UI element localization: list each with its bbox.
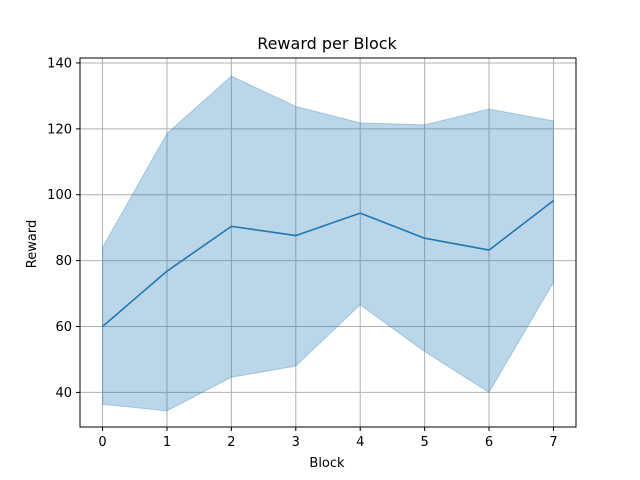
x-tick-label: 6 (485, 435, 493, 450)
y-axis-ticks: 40 60 80 100 120 140 (47, 56, 80, 401)
series-line-layer (102, 200, 554, 328)
x-tick-label: 0 (98, 435, 106, 450)
x-tick-label: 3 (292, 435, 300, 450)
y-tick-label: 80 (55, 254, 72, 269)
x-tick-label: 1 (163, 435, 171, 450)
y-tick-label: 100 (47, 188, 72, 203)
x-tick-label: 5 (420, 435, 428, 450)
plot-frame (79, 57, 577, 428)
confidence-band (102, 75, 554, 412)
y-tick-label: 120 (47, 122, 72, 137)
y-axis-label: Reward (25, 220, 40, 268)
series-line (102, 200, 554, 328)
x-tick-label: 4 (356, 435, 364, 450)
grid (80, 58, 576, 427)
y-tick-label: 40 (55, 386, 72, 401)
confidence-band-layer (102, 75, 554, 412)
x-axis-ticks: 0 1 2 3 4 5 6 7 (98, 427, 558, 450)
x-tick-label: 7 (549, 435, 557, 450)
x-axis-label: Block (309, 456, 345, 471)
y-tick-label: 60 (55, 320, 72, 335)
chart-title: Reward per Block (257, 34, 397, 53)
y-tick-label: 140 (47, 56, 72, 71)
x-tick-label: 2 (227, 435, 235, 450)
